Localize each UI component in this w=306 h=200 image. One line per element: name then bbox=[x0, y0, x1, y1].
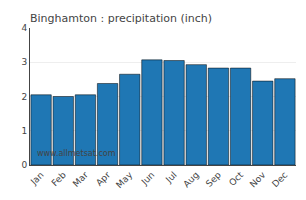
svg-text:Nov: Nov bbox=[248, 169, 268, 189]
svg-text:Binghamton : precipitation (in: Binghamton : precipitation (inch) bbox=[30, 12, 212, 25]
svg-text:Jan: Jan bbox=[28, 170, 46, 188]
svg-text:Aug: Aug bbox=[181, 170, 201, 190]
svg-text:Apr: Apr bbox=[94, 170, 112, 188]
svg-text:Mar: Mar bbox=[71, 170, 90, 189]
svg-text:0: 0 bbox=[21, 160, 27, 170]
svg-text:3: 3 bbox=[21, 57, 27, 67]
svg-text:Dec: Dec bbox=[270, 170, 289, 189]
svg-text:www.allmetsat.com: www.allmetsat.com bbox=[37, 149, 116, 158]
svg-text:2: 2 bbox=[21, 92, 27, 102]
svg-text:May: May bbox=[114, 169, 135, 190]
svg-text:Jul: Jul bbox=[163, 170, 178, 185]
svg-text:Sep: Sep bbox=[204, 170, 223, 189]
svg-text:4: 4 bbox=[21, 23, 27, 33]
svg-text:Oct: Oct bbox=[227, 169, 245, 187]
svg-text:Feb: Feb bbox=[50, 170, 69, 189]
svg-text:1: 1 bbox=[21, 126, 27, 136]
svg-text:Jun: Jun bbox=[139, 170, 157, 188]
